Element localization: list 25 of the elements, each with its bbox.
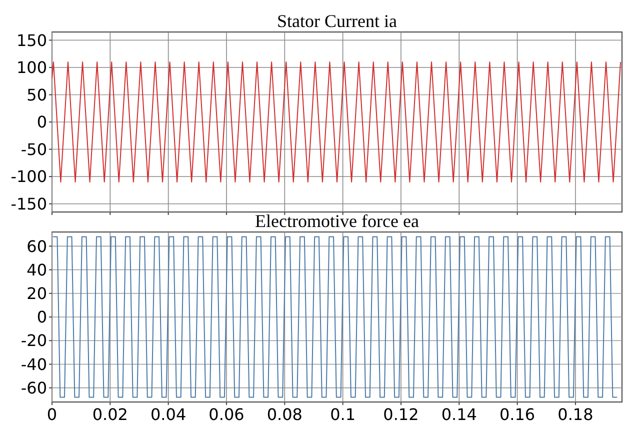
x-tick-label: 0.14 [441, 405, 477, 424]
x-tick-label: 0.02 [92, 405, 128, 424]
y-tick-label: 50 [26, 85, 47, 104]
y-tick-label: -150 [10, 194, 47, 214]
x-tick-label: 0.08 [266, 405, 302, 424]
y-tick-label: -100 [10, 167, 47, 186]
y-tick-label: -60 [20, 378, 47, 398]
x-tick-label: 0.18 [558, 405, 594, 424]
chart-title: Stator Current ia [277, 11, 397, 31]
y-tick-label: 20 [26, 284, 47, 303]
x-tick-label: 0.04 [150, 405, 186, 424]
x-tick-label: 0.12 [383, 405, 419, 424]
y-tick-label: 60 [26, 236, 47, 256]
x-tick-label: 0.06 [208, 405, 244, 424]
chart-title: Electromotive force ea [255, 211, 419, 231]
y-tick-label: -20 [20, 331, 47, 350]
x-tick-label: 0.16 [499, 405, 536, 424]
y-tick-label: 0 [36, 308, 47, 327]
y-tick-label: -50 [20, 140, 47, 159]
y-tick-label: -40 [20, 354, 47, 374]
y-tick-label: 100 [16, 58, 47, 78]
x-tick-label: 0.1 [330, 405, 356, 424]
y-tick-label: 150 [16, 30, 47, 50]
y-tick-label: 0 [36, 112, 47, 132]
y-tick-label: 40 [26, 260, 47, 280]
